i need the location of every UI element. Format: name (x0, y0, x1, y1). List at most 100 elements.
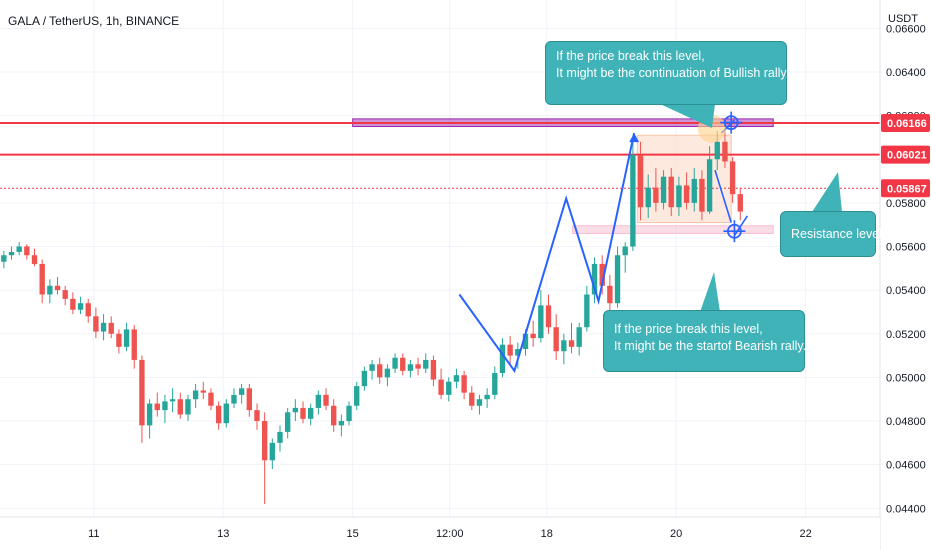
price-label-bg (881, 114, 930, 133)
resistance-callout: Resistance level (780, 211, 883, 257)
candle-body (261, 421, 268, 461)
candle-body (185, 399, 191, 415)
candle-body (683, 185, 690, 203)
candle-body (215, 405, 222, 424)
candle-body (668, 176, 674, 208)
candle-body (154, 403, 160, 411)
candle-body (323, 394, 329, 406)
candle-body (131, 329, 137, 360)
top-callout: If the price break this level, It might … (545, 41, 789, 105)
candle-body (223, 403, 229, 424)
candle-body (47, 285, 53, 295)
candle-body (438, 379, 444, 395)
top-callout-line1: If the price break this level, (556, 49, 705, 63)
candle-body (699, 178, 705, 212)
candle-body (653, 187, 659, 203)
time-tick-label: 18 (541, 528, 553, 540)
candle-body (591, 263, 598, 295)
resistance-callout-tail (812, 172, 842, 212)
candle-body (607, 285, 613, 304)
candle-body (139, 359, 145, 426)
candle-body (284, 412, 291, 432)
candle-body (461, 375, 467, 393)
candle-body (62, 290, 68, 299)
candle-body (614, 255, 621, 304)
candle-body (446, 381, 452, 395)
candle-body (24, 246, 30, 256)
time-tick-label: 11 (88, 528, 99, 540)
time-tick-label: 20 (670, 528, 682, 540)
candle-body (208, 392, 214, 406)
price-axis-bg (880, 0, 932, 550)
candle-body (499, 344, 506, 374)
candle-body (369, 364, 375, 371)
candle-body (377, 364, 383, 378)
price-tick-label: 0.04400 (886, 503, 926, 515)
candle-body (100, 322, 107, 332)
candle-body (354, 386, 360, 406)
candle-body (407, 364, 414, 371)
candle-body (492, 373, 498, 395)
candle-body (430, 359, 437, 380)
candle-body (31, 255, 38, 264)
candle-body (1, 255, 7, 262)
candle-body (584, 294, 590, 328)
candle-body (231, 394, 237, 404)
candle-body (400, 357, 406, 371)
candle-body (691, 178, 697, 203)
candle-body (737, 194, 743, 212)
candle-body (706, 159, 713, 212)
candle-body (346, 405, 352, 422)
bottom-callout-line2: It might be the startof Bearish rally. (614, 339, 807, 353)
candle-body (277, 431, 283, 443)
candle-body (292, 407, 299, 413)
candle-body (630, 154, 636, 247)
drawings (458, 104, 842, 374)
chart-title: GALA / TetherUS, 1h, BINANCE (8, 14, 180, 28)
candle-body (8, 251, 15, 256)
price-tick-label: 0.04800 (886, 416, 926, 428)
candle-body (561, 340, 567, 352)
price-tick-label: 0.05600 (886, 242, 926, 254)
horizontal-lines (0, 122, 880, 189)
candle-body (515, 349, 521, 356)
price-tick-label: 0.05200 (886, 329, 926, 341)
price-label: 0.06021 (887, 150, 927, 162)
candles (1, 128, 743, 504)
time-axis-bg (0, 517, 880, 550)
candle-body (254, 410, 260, 422)
candle-body (93, 316, 99, 332)
candle-body (70, 298, 76, 310)
candle-body (39, 263, 45, 295)
candle-body (637, 154, 644, 208)
time-tick-label: 13 (217, 528, 229, 540)
candle-body (714, 141, 720, 160)
candle-body (200, 390, 206, 393)
candle-body (338, 421, 345, 426)
time-axis[interactable]: 11 13 15 12:00 18 20 22 (0, 516, 880, 550)
candle-body (116, 333, 122, 347)
candle-body (361, 370, 368, 387)
price-axis[interactable]: USDT0.066000.064000.062000.060000.058000… (879, 0, 932, 550)
candle-body (676, 185, 682, 208)
time-tick-label: 15 (347, 528, 359, 540)
zigzag-arrowhead (629, 133, 640, 143)
candle-body (384, 368, 391, 378)
candle-body (392, 357, 398, 369)
trend-arrow (714, 169, 732, 223)
candle-body (507, 344, 513, 356)
candle-body (146, 403, 153, 426)
price-tick-label: 0.05800 (886, 198, 926, 210)
candle-body (722, 141, 728, 162)
candle-body (16, 246, 22, 252)
time-tick-label: 22 (799, 528, 811, 540)
price-axis-unit: USDT (888, 13, 918, 25)
candle-body (545, 305, 552, 328)
price-tick-label: 0.06400 (886, 67, 926, 79)
candle-body (423, 359, 429, 369)
candle-body (622, 246, 628, 256)
resistance-label: Resistance level (791, 227, 883, 241)
candle-body (553, 327, 559, 352)
candle-body (645, 187, 651, 208)
